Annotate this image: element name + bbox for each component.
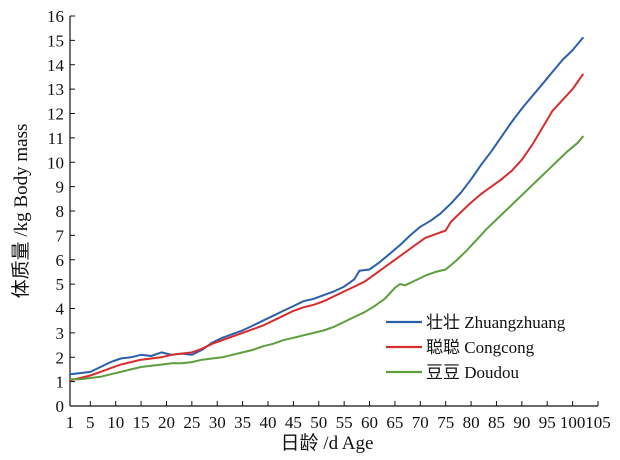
x-tick-label: 10 [107,413,124,432]
y-tick-label: 16 [47,7,64,26]
x-tick-label: 15 [133,413,150,432]
x-tick-label: 5 [86,413,95,432]
legend-label: 豆豆 Doudou [426,363,520,382]
x-tick-label: 70 [412,413,429,432]
x-tick-label: 65 [386,413,403,432]
x-tick-label: 45 [285,413,302,432]
y-tick-label: 11 [48,129,64,148]
plot-area [69,36,584,382]
x-tick-label: 35 [234,413,251,432]
x-tick-label: 55 [336,413,353,432]
x-tick-label: 75 [437,413,454,432]
y-tick-label: 8 [56,202,65,221]
x-tick-label: 50 [310,413,327,432]
x-tick-label: 105 [585,413,611,432]
y-tick-label: 7 [56,226,65,245]
legend-label: 聪聪 Congcong [426,338,535,357]
series-line-2 [69,73,584,382]
x-axis-title: 日龄 /d Age [281,432,374,454]
x-tick-label: 85 [488,413,505,432]
y-tick-label: 5 [56,275,65,294]
series-line-1 [69,36,584,376]
y-tick-label: 9 [56,178,65,197]
y-tick-label: 12 [47,105,64,124]
y-axis-title: 体质量 /kg Body mass [10,124,32,299]
y-tick-label: 0 [56,397,65,416]
legend-label: 壮壮 Zhuangzhuang [426,313,566,332]
x-tick-label: 40 [260,413,277,432]
x-tick-label: 90 [513,413,530,432]
y-tick-label: 13 [47,80,64,99]
x-tick-label: 60 [361,413,378,432]
x-tick-label: 25 [183,413,200,432]
y-tick-label: 3 [56,324,65,343]
x-tick-label: 30 [209,413,226,432]
legend: 壮壮 Zhuangzhuang 聪聪 Congcong 豆豆 Doudou [386,313,566,382]
x-tick-label: 95 [539,413,556,432]
x-tick-label: 100 [560,413,586,432]
y-tick-label: 15 [47,31,64,50]
series-line-3 [69,135,584,381]
x-tick-label: 20 [158,413,175,432]
x-tick-label: 1 [66,413,75,432]
y-tick-label: 10 [47,153,64,172]
y-tick-label: 2 [56,348,65,367]
y-tick-label: 1 [56,373,65,392]
y-tick-label: 14 [47,56,65,75]
x-tick-label: 80 [463,413,480,432]
y-tick-label: 4 [56,300,65,319]
y-tick-label: 6 [56,251,65,270]
